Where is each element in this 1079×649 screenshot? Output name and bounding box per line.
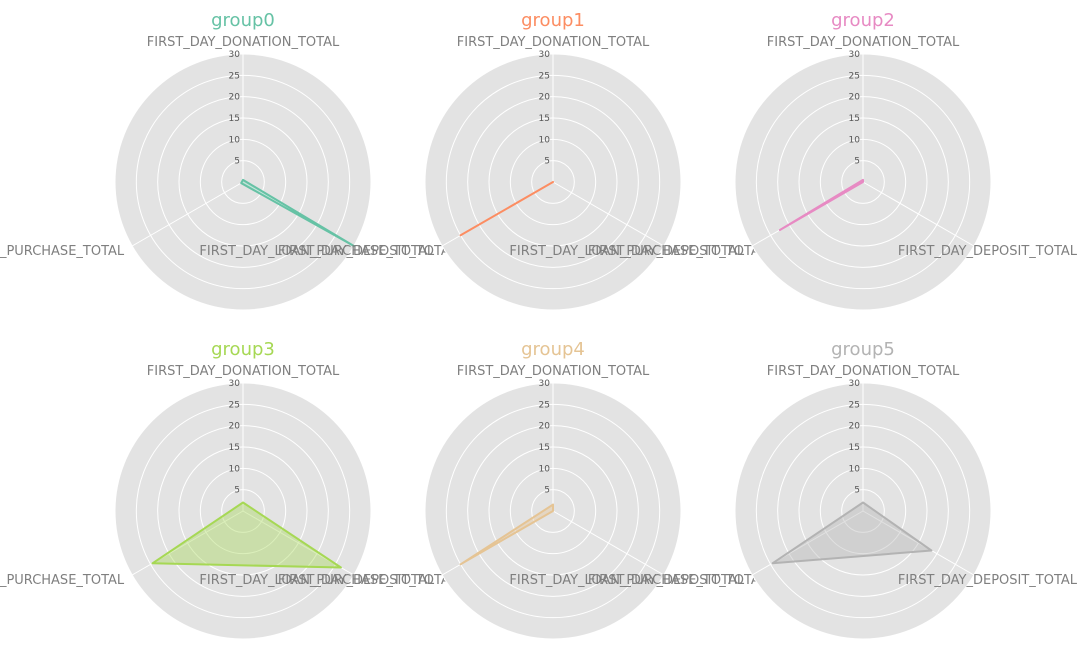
r-tick-label: 30 <box>539 50 551 60</box>
axis-spoke <box>131 181 244 247</box>
axis-label: FIRST_DAY_DONATION_TOTAL <box>147 364 340 379</box>
radar-panel: 51015202530FIRST_DAY_DONATION_TOTALFIRST… <box>199 10 768 311</box>
radar-panel: 51015202530FIRST_DAY_DONATION_TOTALFIRST… <box>509 10 1078 311</box>
axis-label: FIRST_DAY_LOAN_PURCHASE_TOTAL <box>0 244 125 259</box>
r-tick-label: 30 <box>849 379 861 389</box>
r-tick-label: 20 <box>849 93 861 103</box>
r-tick-label: 15 <box>539 114 550 124</box>
panel-title: group4 <box>521 339 585 360</box>
axis-label: FIRST_DAY_DEPOSIT_TOTAL <box>278 244 458 259</box>
axis-spoke <box>552 510 665 576</box>
axis-spoke <box>862 510 975 576</box>
r-tick-label: 25 <box>539 400 550 410</box>
radar-panel: 51015202530FIRST_DAY_DONATION_TOTALFIRST… <box>199 339 768 640</box>
r-tick-label: 10 <box>229 135 241 145</box>
r-tick-label: 25 <box>229 400 240 410</box>
series-area <box>459 503 554 566</box>
axis-label: FIRST_DAY_DEPOSIT_TOTAL <box>278 573 458 588</box>
r-tick-label: 5 <box>234 157 240 167</box>
r-tick-label: 5 <box>544 486 550 496</box>
axis-label: FIRST_DAY_LOAN_PURCHASE_TOTAL <box>509 244 744 259</box>
r-tick-label: 15 <box>539 443 550 453</box>
r-tick-label: 20 <box>539 422 551 432</box>
series-area <box>778 178 864 231</box>
r-tick-label: 5 <box>234 486 240 496</box>
axis-label: FIRST_DAY_DONATION_TOTAL <box>767 35 960 50</box>
r-tick-label: 25 <box>539 71 550 81</box>
r-tick-label: 5 <box>544 157 550 167</box>
panel-title: group1 <box>521 10 585 31</box>
r-tick-label: 10 <box>229 464 241 474</box>
r-tick-label: 25 <box>229 71 240 81</box>
series-area <box>151 501 342 569</box>
r-tick-label: 25 <box>849 400 860 410</box>
r-tick-label: 15 <box>229 114 240 124</box>
series-area <box>459 181 554 237</box>
r-tick-label: 10 <box>539 464 551 474</box>
axis-label: FIRST_DAY_DEPOSIT_TOTAL <box>588 244 768 259</box>
axis-label: FIRST_DAY_DEPOSIT_TOTAL <box>588 573 768 588</box>
panel-title: group5 <box>831 339 895 360</box>
panel-title: group0 <box>211 10 275 31</box>
r-tick-label: 20 <box>849 422 861 432</box>
r-tick-label: 5 <box>854 157 860 167</box>
axis-spoke <box>751 510 864 576</box>
r-tick-label: 15 <box>229 443 240 453</box>
series-area <box>771 501 933 565</box>
r-tick-label: 5 <box>854 486 860 496</box>
r-tick-label: 15 <box>849 443 860 453</box>
r-tick-label: 20 <box>229 93 241 103</box>
axis-label: FIRST_DAY_DONATION_TOTAL <box>767 364 960 379</box>
panel-title: group3 <box>211 339 275 360</box>
r-tick-label: 10 <box>539 135 551 145</box>
r-tick-label: 15 <box>849 114 860 124</box>
r-tick-label: 10 <box>849 464 861 474</box>
axis-label: FIRST_DAY_LOAN_PURCHASE_TOTAL <box>509 573 744 588</box>
r-tick-label: 10 <box>849 135 861 145</box>
axis-label: FIRST_DAY_DEPOSIT_TOTAL <box>898 244 1078 259</box>
r-tick-label: 30 <box>229 50 241 60</box>
axis-label: FIRST_DAY_DONATION_TOTAL <box>147 35 340 50</box>
axis-label: FIRST_DAY_LOAN_PURCHASE_TOTAL <box>199 244 434 259</box>
axis-label: FIRST_DAY_DEPOSIT_TOTAL <box>898 573 1078 588</box>
r-tick-label: 30 <box>539 379 551 389</box>
axis-label: FIRST_DAY_DONATION_TOTAL <box>457 35 650 50</box>
panel-title: group2 <box>831 10 895 31</box>
r-tick-label: 20 <box>229 422 241 432</box>
axis-spoke <box>552 181 665 247</box>
r-tick-label: 20 <box>539 93 551 103</box>
axis-label: FIRST_DAY_DONATION_TOTAL <box>457 364 650 379</box>
r-tick-label: 30 <box>849 50 861 60</box>
r-tick-label: 30 <box>229 379 241 389</box>
r-tick-label: 25 <box>849 71 860 81</box>
series-area <box>240 178 355 247</box>
axis-label: FIRST_DAY_LOAN_PURCHASE_TOTAL <box>199 573 434 588</box>
radar-panel: 51015202530FIRST_DAY_DONATION_TOTALFIRST… <box>509 339 1078 640</box>
axis-spoke <box>131 510 244 576</box>
axis-label: FIRST_DAY_LOAN_PURCHASE_TOTAL <box>0 573 125 588</box>
axis-spoke <box>862 181 975 247</box>
